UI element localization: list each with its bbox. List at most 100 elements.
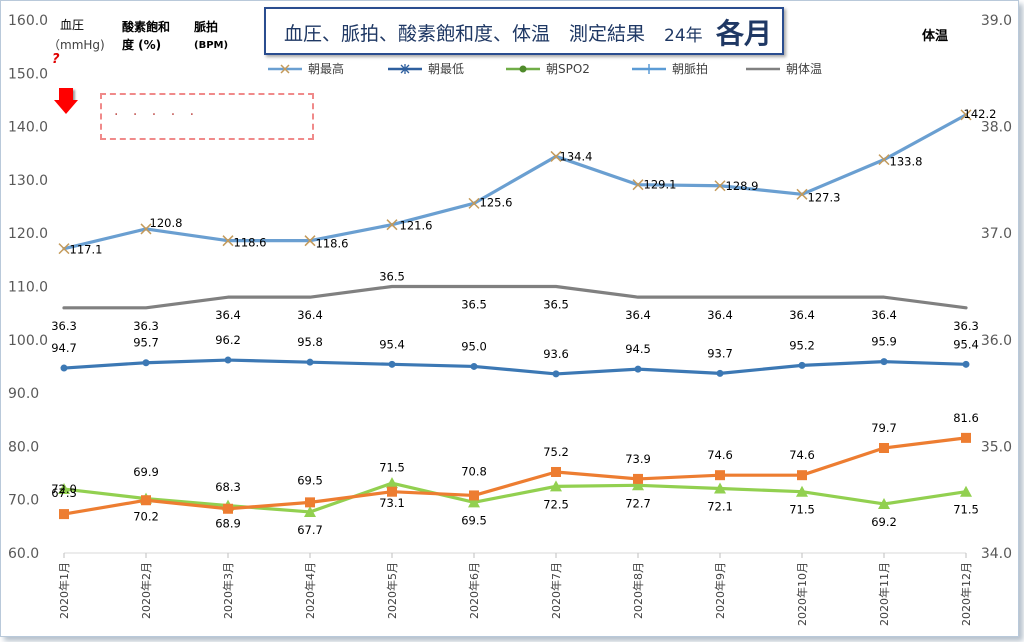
data-label: 36.3 [133, 319, 159, 333]
data-point-marker [386, 219, 398, 231]
data-label: 68.9 [215, 517, 241, 531]
note-box: . . . . . [100, 93, 314, 140]
legend: 朝最高 朝最低 朝SPO2 朝脈拍 朝体温 [0, 60, 1024, 76]
data-point-marker [960, 109, 972, 121]
data-point-marker [550, 150, 562, 162]
data-label: 72.7 [625, 496, 651, 510]
x-tick-label: 2020年5月 [385, 562, 399, 619]
data-label: 142.2 [964, 107, 997, 121]
data-label: 118.6 [316, 237, 349, 251]
y-right-tick-label: 36.0 [981, 333, 1012, 349]
data-label: 69.5 [297, 473, 323, 487]
data-point-marker [59, 509, 69, 520]
y-left-tick-label: 150.0 [8, 66, 48, 82]
data-label: 71.5 [379, 461, 405, 475]
series-line-朝最高 [62, 113, 968, 251]
legend-swatch [506, 65, 540, 72]
y-right-tick-label: 34.0 [981, 546, 1012, 562]
y-left-tick-label: 120.0 [8, 226, 48, 242]
x-tick-label: 2020年11月 [877, 562, 891, 626]
data-point-marker [632, 479, 644, 491]
data-label: 36.4 [215, 308, 241, 322]
data-label: 36.4 [297, 308, 323, 322]
data-label: 36.4 [707, 308, 733, 322]
data-label: 71.5 [953, 503, 979, 517]
data-label: 70.2 [133, 510, 159, 524]
x-tick-label: 2020年10月 [795, 562, 809, 626]
data-label: 70.8 [461, 464, 487, 478]
legend-item: 朝SPO2 [506, 60, 590, 77]
data-label: 133.8 [890, 155, 923, 169]
data-label: 120.8 [150, 216, 183, 230]
series-line-朝脈拍 [62, 436, 968, 516]
data-label: 74.6 [707, 448, 733, 462]
data-label: 36.4 [871, 308, 897, 322]
chart-title: 血圧、脈拍、酸素飽和度、体温 測定結果 [284, 23, 646, 45]
data-point-marker [797, 470, 807, 481]
data-label: 67.3 [51, 486, 77, 500]
y-left-tick-label: 80.0 [8, 439, 39, 455]
data-point-marker [470, 362, 478, 370]
data-label: 95.4 [379, 337, 405, 351]
data-point-marker [224, 356, 232, 364]
legend-label: 朝最低 [428, 62, 465, 76]
legend-swatch [388, 63, 422, 74]
data-label: 69.5 [461, 513, 487, 527]
data-point-marker [878, 154, 890, 166]
data-label: 72.1 [707, 500, 733, 514]
x-tick-label: 2020年1月 [57, 562, 71, 619]
data-point-marker [140, 223, 152, 235]
data-point-marker [714, 482, 726, 494]
question-mark: ? [52, 52, 60, 67]
data-label: 81.6 [953, 411, 979, 425]
data-label: 129.1 [644, 178, 677, 192]
y-right-tick-label: 38.0 [981, 120, 1012, 136]
x-tick-label: 2020年6月 [467, 562, 481, 619]
chart-title-box: 血圧、脈拍、酸素飽和度、体温 測定結果 24年 各月 [264, 7, 784, 55]
data-label: 72.5 [543, 497, 569, 511]
data-label: 93.6 [543, 347, 569, 361]
data-point-marker [550, 480, 562, 492]
data-point-marker [60, 364, 68, 372]
legend-item: 朝最低 [388, 60, 464, 77]
data-label: 36.3 [953, 319, 979, 333]
data-point-marker [716, 369, 724, 377]
data-label: 69.9 [133, 465, 159, 479]
legend-item: 朝脈拍 [632, 60, 708, 77]
data-label: 67.7 [297, 523, 323, 537]
y-left-tick-label: 140.0 [8, 120, 48, 136]
data-point-marker [468, 496, 480, 508]
data-point-marker [880, 358, 888, 366]
data-label: 121.6 [400, 219, 433, 233]
y-right-tick-label: 35.0 [981, 439, 1012, 455]
data-point-marker [796, 188, 808, 200]
data-label: 36.4 [625, 308, 651, 322]
data-label: 73.1 [379, 496, 405, 510]
data-point-marker [386, 477, 398, 489]
data-label: 79.7 [871, 421, 897, 435]
x-tick-label: 2020年9月 [713, 562, 727, 619]
legend-label: 朝SPO2 [546, 62, 590, 76]
header-bp: 血圧 [60, 18, 85, 32]
data-point-marker [306, 358, 314, 366]
data-point-marker [58, 483, 70, 495]
y-right-tick-label: 37.0 [981, 226, 1012, 242]
data-label: 74.6 [789, 448, 815, 462]
data-label: 75.2 [543, 445, 569, 459]
x-tick-label: 2020年12月 [959, 562, 973, 626]
data-point-marker [634, 365, 642, 373]
data-point-marker [632, 179, 644, 191]
legend-swatch [746, 67, 780, 70]
data-point-marker [142, 359, 150, 367]
data-point-marker [388, 360, 396, 368]
header-pulse-line2: (BPM) [194, 40, 229, 51]
legend-label: 朝体温 [786, 62, 823, 76]
data-label: 95.9 [871, 335, 897, 349]
x-tick-label: 2020年2月 [139, 562, 153, 619]
data-point-marker [223, 503, 233, 514]
data-label: 125.6 [480, 195, 513, 209]
data-point-marker [58, 243, 70, 255]
data-label: 118.6 [234, 236, 267, 250]
